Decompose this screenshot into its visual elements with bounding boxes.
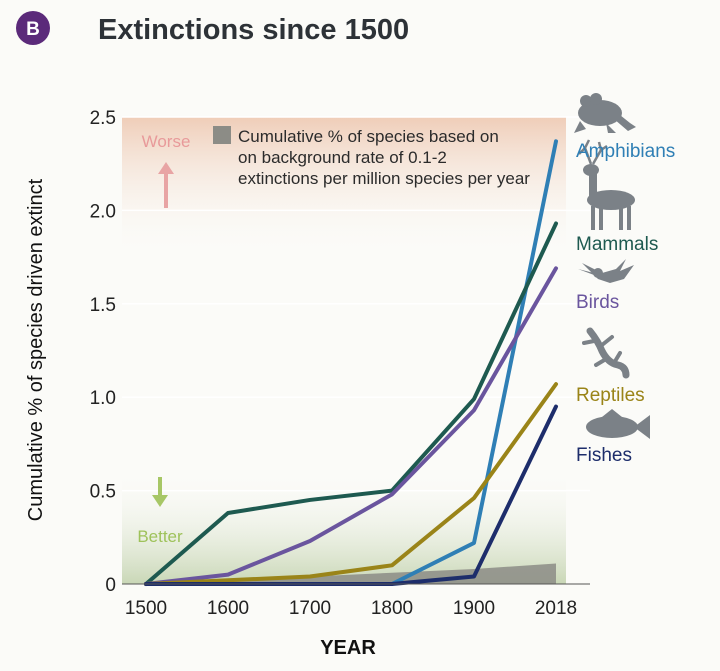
- legend-label-line: Cumulative % of species based on: [238, 127, 499, 146]
- y-tick-label: 2.5: [90, 108, 116, 129]
- y-tick-label: 1.0: [90, 388, 116, 409]
- better-label: Better: [137, 527, 183, 546]
- y-tick-label: 0: [105, 575, 116, 596]
- better-annotation: Better: [137, 477, 183, 546]
- worse-zone: [122, 117, 566, 257]
- series-line-reptiles: [144, 382, 558, 586]
- better-zone: [122, 470, 566, 584]
- lizard-icon: [582, 327, 630, 379]
- y-tick-labels: 0 0.5 1.0 1.5 2.0 2.5: [90, 108, 116, 596]
- better-arrow-icon: [152, 495, 168, 507]
- bird-icon: [578, 259, 634, 283]
- series-line-birds: [144, 266, 558, 586]
- fish-icon: [586, 409, 650, 439]
- gridlines: [122, 116, 590, 492]
- y-axis-label: Cumulative % of species driven extinct: [25, 178, 47, 521]
- series-line-mammals: [144, 221, 558, 586]
- series-label-amphibians: Amphibians: [576, 141, 675, 162]
- y-tick-label: 0.5: [90, 482, 116, 503]
- x-tick-labels: 1500 1600 1700 1800 1900 2018: [125, 598, 577, 619]
- series-label-fishes: Fishes: [576, 445, 632, 466]
- chart-title: Extinctions since 1500: [98, 14, 409, 46]
- y-tick-label: 2.0: [90, 201, 116, 222]
- x-tick-label: 2018: [535, 598, 577, 619]
- legend-label-line: extinctions per million species per year: [238, 169, 530, 188]
- frog-icon: [574, 93, 636, 133]
- series-label-mammals: Mammals: [576, 234, 658, 255]
- legend-swatch: [213, 126, 231, 144]
- x-tick-label: 1800: [371, 598, 413, 619]
- legend-label-line: on background rate of 0.1-2: [238, 148, 447, 167]
- deer-icon: [578, 139, 635, 230]
- panel-badge: [16, 11, 50, 45]
- panel-badge-label: B: [26, 19, 40, 40]
- x-axis-label: YEAR: [320, 637, 376, 659]
- x-tick-label: 1900: [453, 598, 495, 619]
- series-label-birds: Birds: [576, 292, 619, 313]
- worse-arrow-icon: [158, 162, 174, 174]
- y-tick-label: 1.5: [90, 295, 116, 316]
- worse-annotation: Worse: [142, 132, 191, 208]
- x-tick-label: 1700: [289, 598, 331, 619]
- x-tick-label: 1500: [125, 598, 167, 619]
- legend-label: Cumulative % of species based on on backg…: [238, 127, 530, 188]
- x-tick-label: 1600: [207, 598, 249, 619]
- legend: Cumulative % of species based on on backg…: [213, 126, 530, 188]
- series-label-reptiles: Reptiles: [576, 385, 645, 406]
- worse-label: Worse: [142, 132, 191, 151]
